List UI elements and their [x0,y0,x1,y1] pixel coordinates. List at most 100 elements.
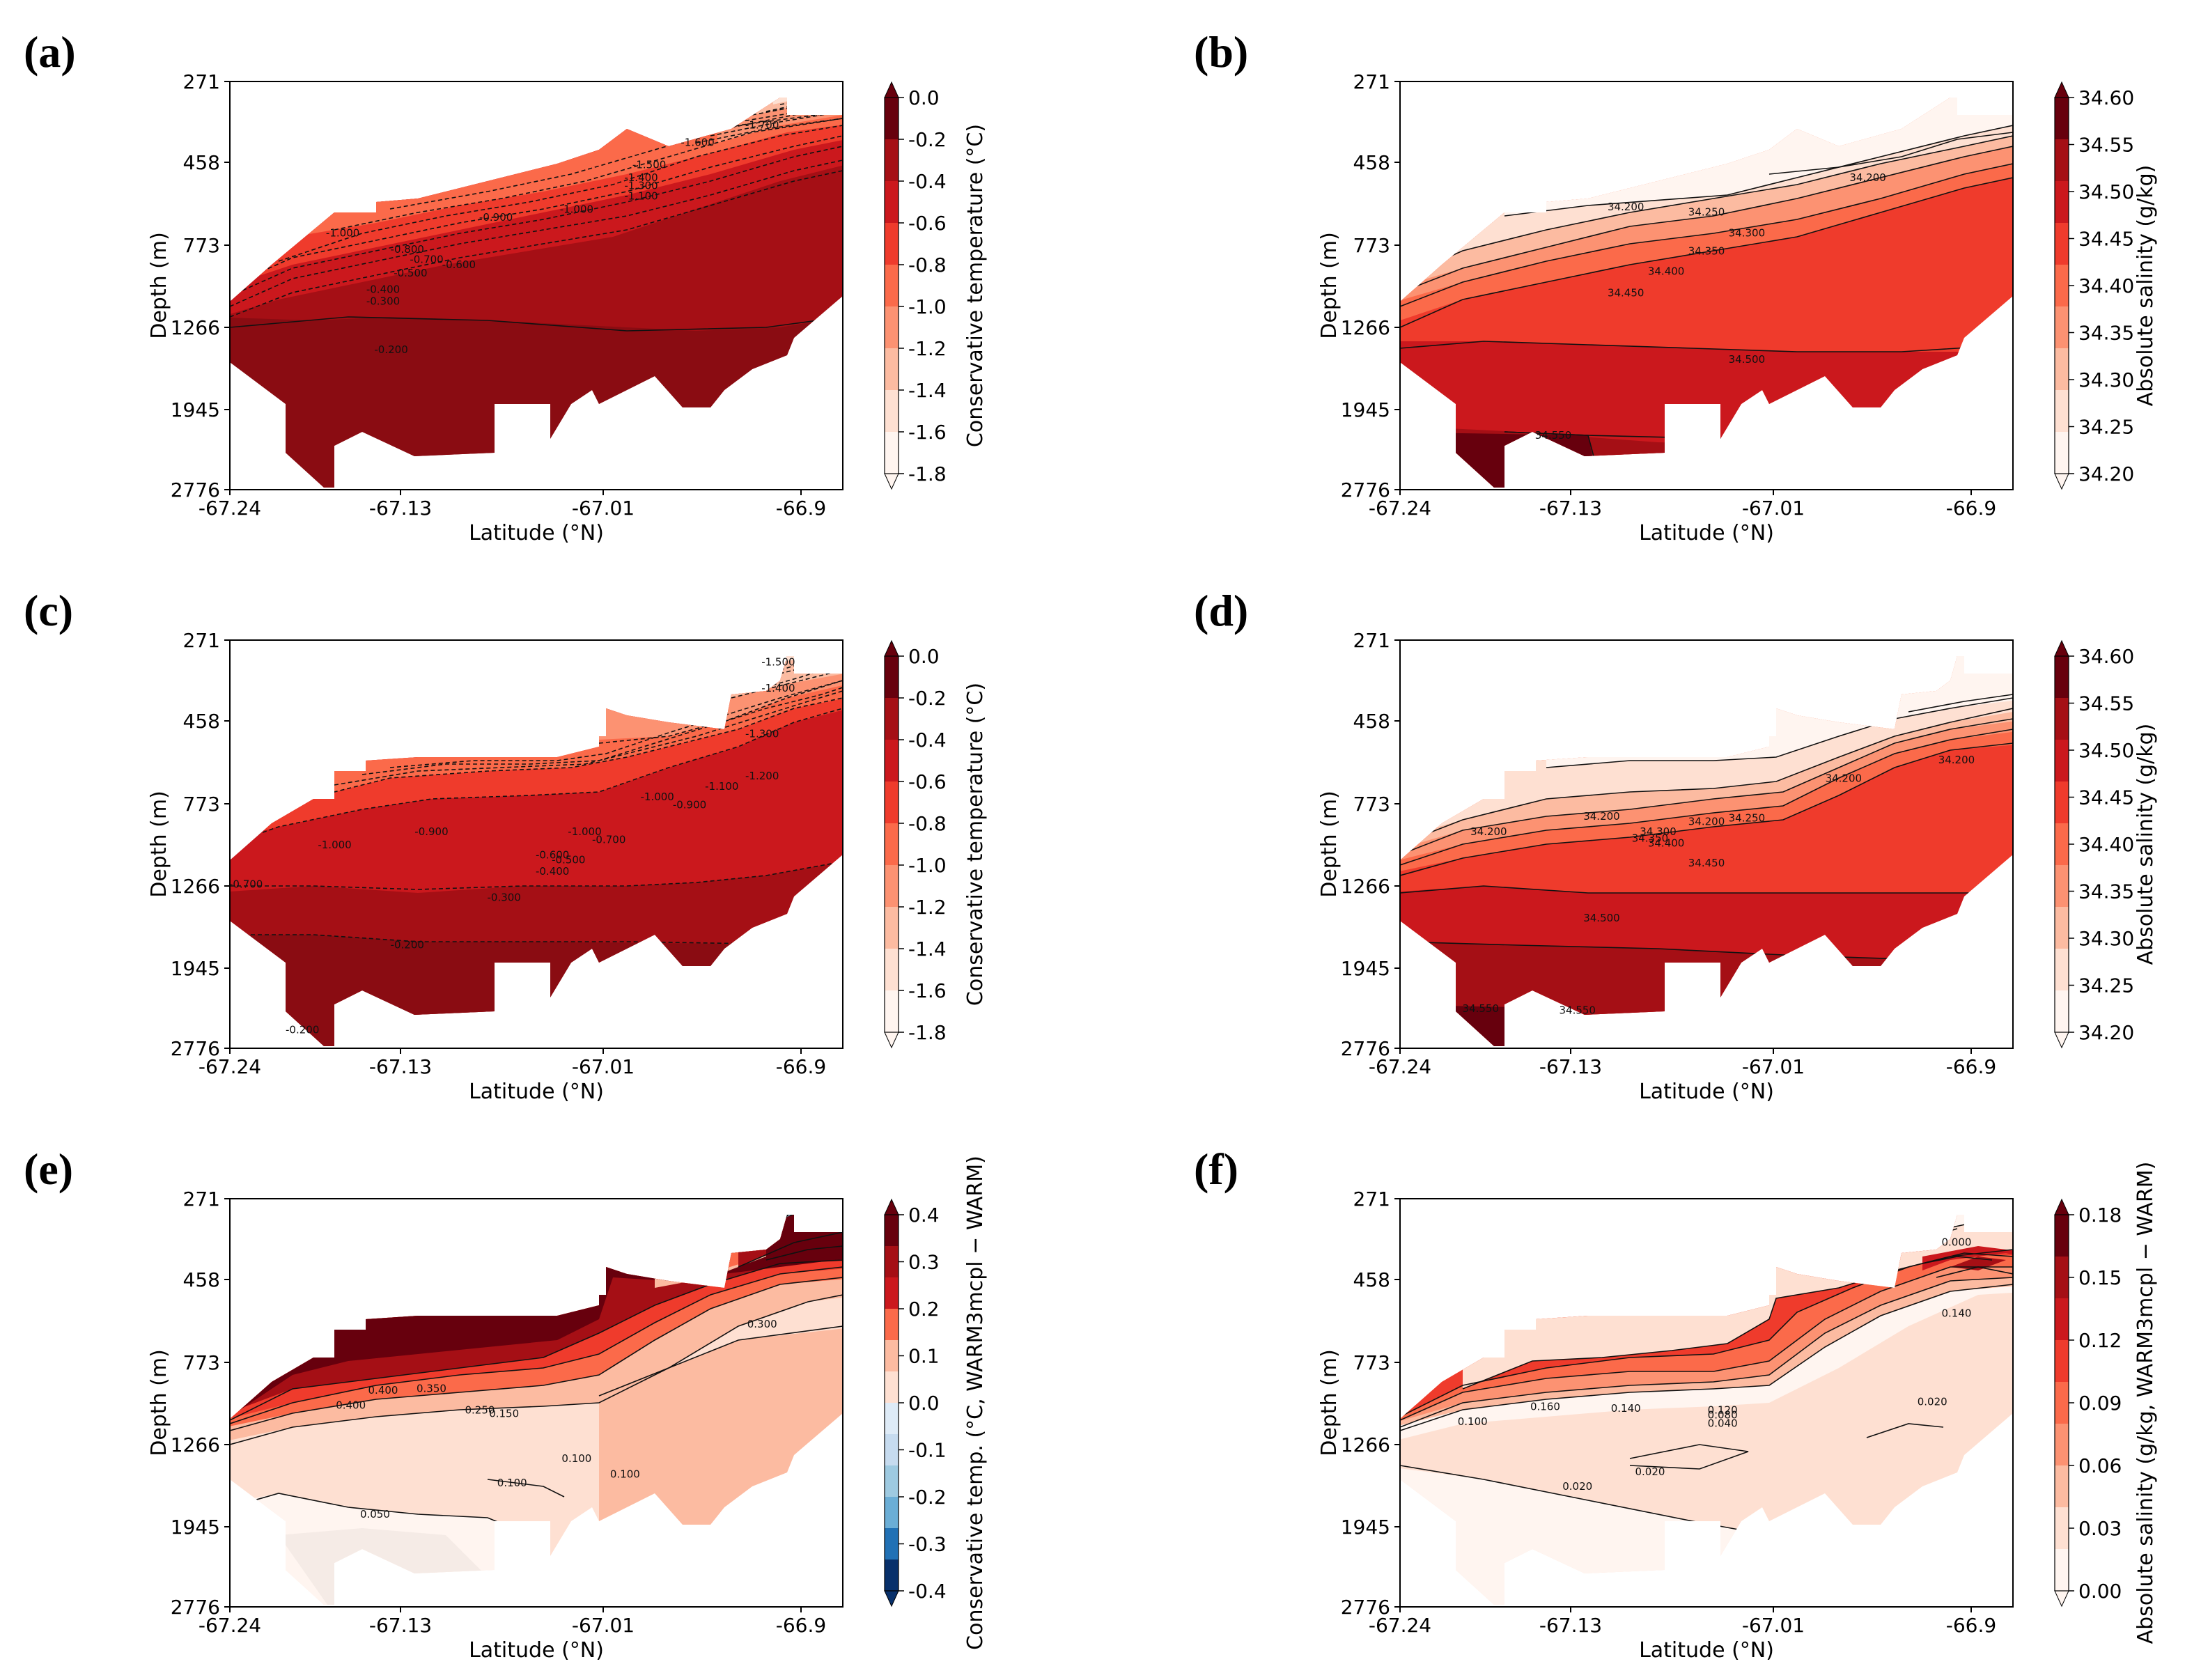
colorbar-segment [885,265,899,307]
colorbar-segment [885,698,899,740]
contour-line [710,111,843,137]
colorbar-tick-label: -0.6 [908,212,947,235]
colorbar-tick-label: 34.40 [2078,833,2134,856]
colorbar-extend-bottom [884,1032,899,1049]
x-tick-label: -67.24 [199,497,261,520]
colorbar-segment [885,223,899,265]
x-tick-label: -67.24 [1369,497,1431,520]
colorbar-segment [885,1340,899,1372]
contour-line [230,1277,843,1431]
contour-label: 0.120 [1708,1403,1738,1416]
x-tick-label: -66.9 [1946,497,1996,520]
colorbar-segment [885,432,899,474]
colorbar: 34.60 34.55 34.50 34.45 34.40 34.35 34.30 34.25… [2054,81,2158,490]
contour-label: -0.900 [414,825,448,838]
contour-label: 0.400 [368,1384,398,1397]
y-tick-label: 773 [183,234,220,257]
colorbar-tick-label: 34.60 [2078,86,2134,109]
contour-label: 34.350 [1632,832,1669,844]
colorbar-tick-label: 0.4 [908,1204,940,1227]
y-tick-label: 458 [183,710,220,733]
contour-label: -0.500 [552,853,585,866]
colorbar-segment [2055,698,2069,740]
contour-label: -0.800 [391,243,424,256]
contour-label: -0.600 [536,848,569,861]
contour-label: 34.550 [1463,1002,1500,1015]
contour-label: 34.450 [1688,857,1725,869]
x-tick-label: -67.13 [1539,497,1602,520]
x-tick-label: -67.24 [199,1055,261,1078]
y-axis-label: Depth (m) [1317,791,1342,898]
colorbar-segment [885,781,899,824]
colorbar-extend-top [884,81,899,98]
contour-line [1936,1266,2013,1278]
contour-label: -0.200 [286,1023,319,1036]
colorbar-segment [2055,1424,2069,1466]
contour-label: 34.500 [1729,353,1766,366]
colorbar-segment [2055,432,2069,474]
plot-frame [1399,1198,2014,1608]
colorbar-extend-bottom [884,473,899,490]
contour-label: 34.200 [1938,754,1975,766]
y-tick-label: 773 [183,793,220,816]
colorbar-segment [2055,98,2069,140]
contour-line [1400,941,2013,963]
y-tick-label: 458 [183,151,220,174]
colorbar-tick-label: 0.09 [2078,1392,2122,1415]
y-axis-label: Depth (m) [1317,232,1342,339]
colorbar-tick-label: 34.30 [2078,927,2134,950]
y-tick-label: 2776 [1341,1596,1390,1619]
colorbar-segment [885,907,899,949]
contour-line [230,146,843,297]
contour-label: -1.100 [705,780,738,793]
contour-label: 0.100 [497,1477,527,1489]
colorbar-segment [885,740,899,782]
colorbar-segment [2055,306,2069,349]
x-tick-label: -66.9 [776,1614,826,1637]
colorbar-segment [2055,390,2069,433]
x-tick-label: -67.01 [572,1055,635,1078]
contour-label: -1.500 [761,656,795,669]
contour-label: 0.350 [417,1382,446,1394]
contour-label: -0.600 [442,258,476,271]
x-tick-label: -66.9 [1946,1614,1996,1637]
colorbar-segment [885,1403,899,1435]
colorbar-tick-label: 34.55 [2078,134,2134,157]
x-tick-label: -67.13 [369,497,432,520]
colorbar-extend-top [2054,639,2069,657]
contour-line [230,934,843,946]
colorbar-tick-label: -0.2 [908,687,947,710]
colorbar-tick-label: -1.6 [908,421,947,444]
contour-line [1400,341,2013,352]
colorbar-tick-label: 34.25 [2078,416,2134,439]
contour-line [1462,1249,2013,1390]
colorbar-tick-label: 34.50 [2078,180,2134,203]
contour-label: -1.000 [560,203,593,216]
y-tick-label: 271 [183,1188,220,1211]
contour-line [1546,697,2013,768]
colorbar-segment [885,181,899,224]
colorbar-tick-label: -0.4 [908,729,947,752]
colorbar-extend-bottom [2054,1590,2069,1608]
colorbar-tick-label: 34.45 [2078,786,2134,809]
colorbar-segment [885,1465,899,1498]
contour-line [1400,718,2013,855]
colorbar-segment [885,949,899,991]
contour-line [1400,742,2013,876]
contour-label: -1.300 [624,180,658,192]
panel-letter: (f) [1194,1144,1238,1194]
colorbar-segment [2055,1257,2069,1299]
x-tick-label: -67.24 [199,1614,261,1637]
plot-frame [229,81,843,490]
colorbar-tick-label: 0.3 [908,1251,940,1274]
contour-line [230,1294,843,1445]
contour-line [731,669,843,699]
contour-label: -1.500 [632,158,666,171]
colorbar-extend-bottom [884,1590,899,1608]
colorbar-tick-label: 0.00 [2078,1580,2122,1603]
y-tick-label: 1266 [171,1433,220,1456]
y-tick-label: 1266 [1341,1433,1390,1456]
y-tick-label: 773 [1353,1351,1390,1374]
y-tick-label: 2776 [1341,479,1390,501]
